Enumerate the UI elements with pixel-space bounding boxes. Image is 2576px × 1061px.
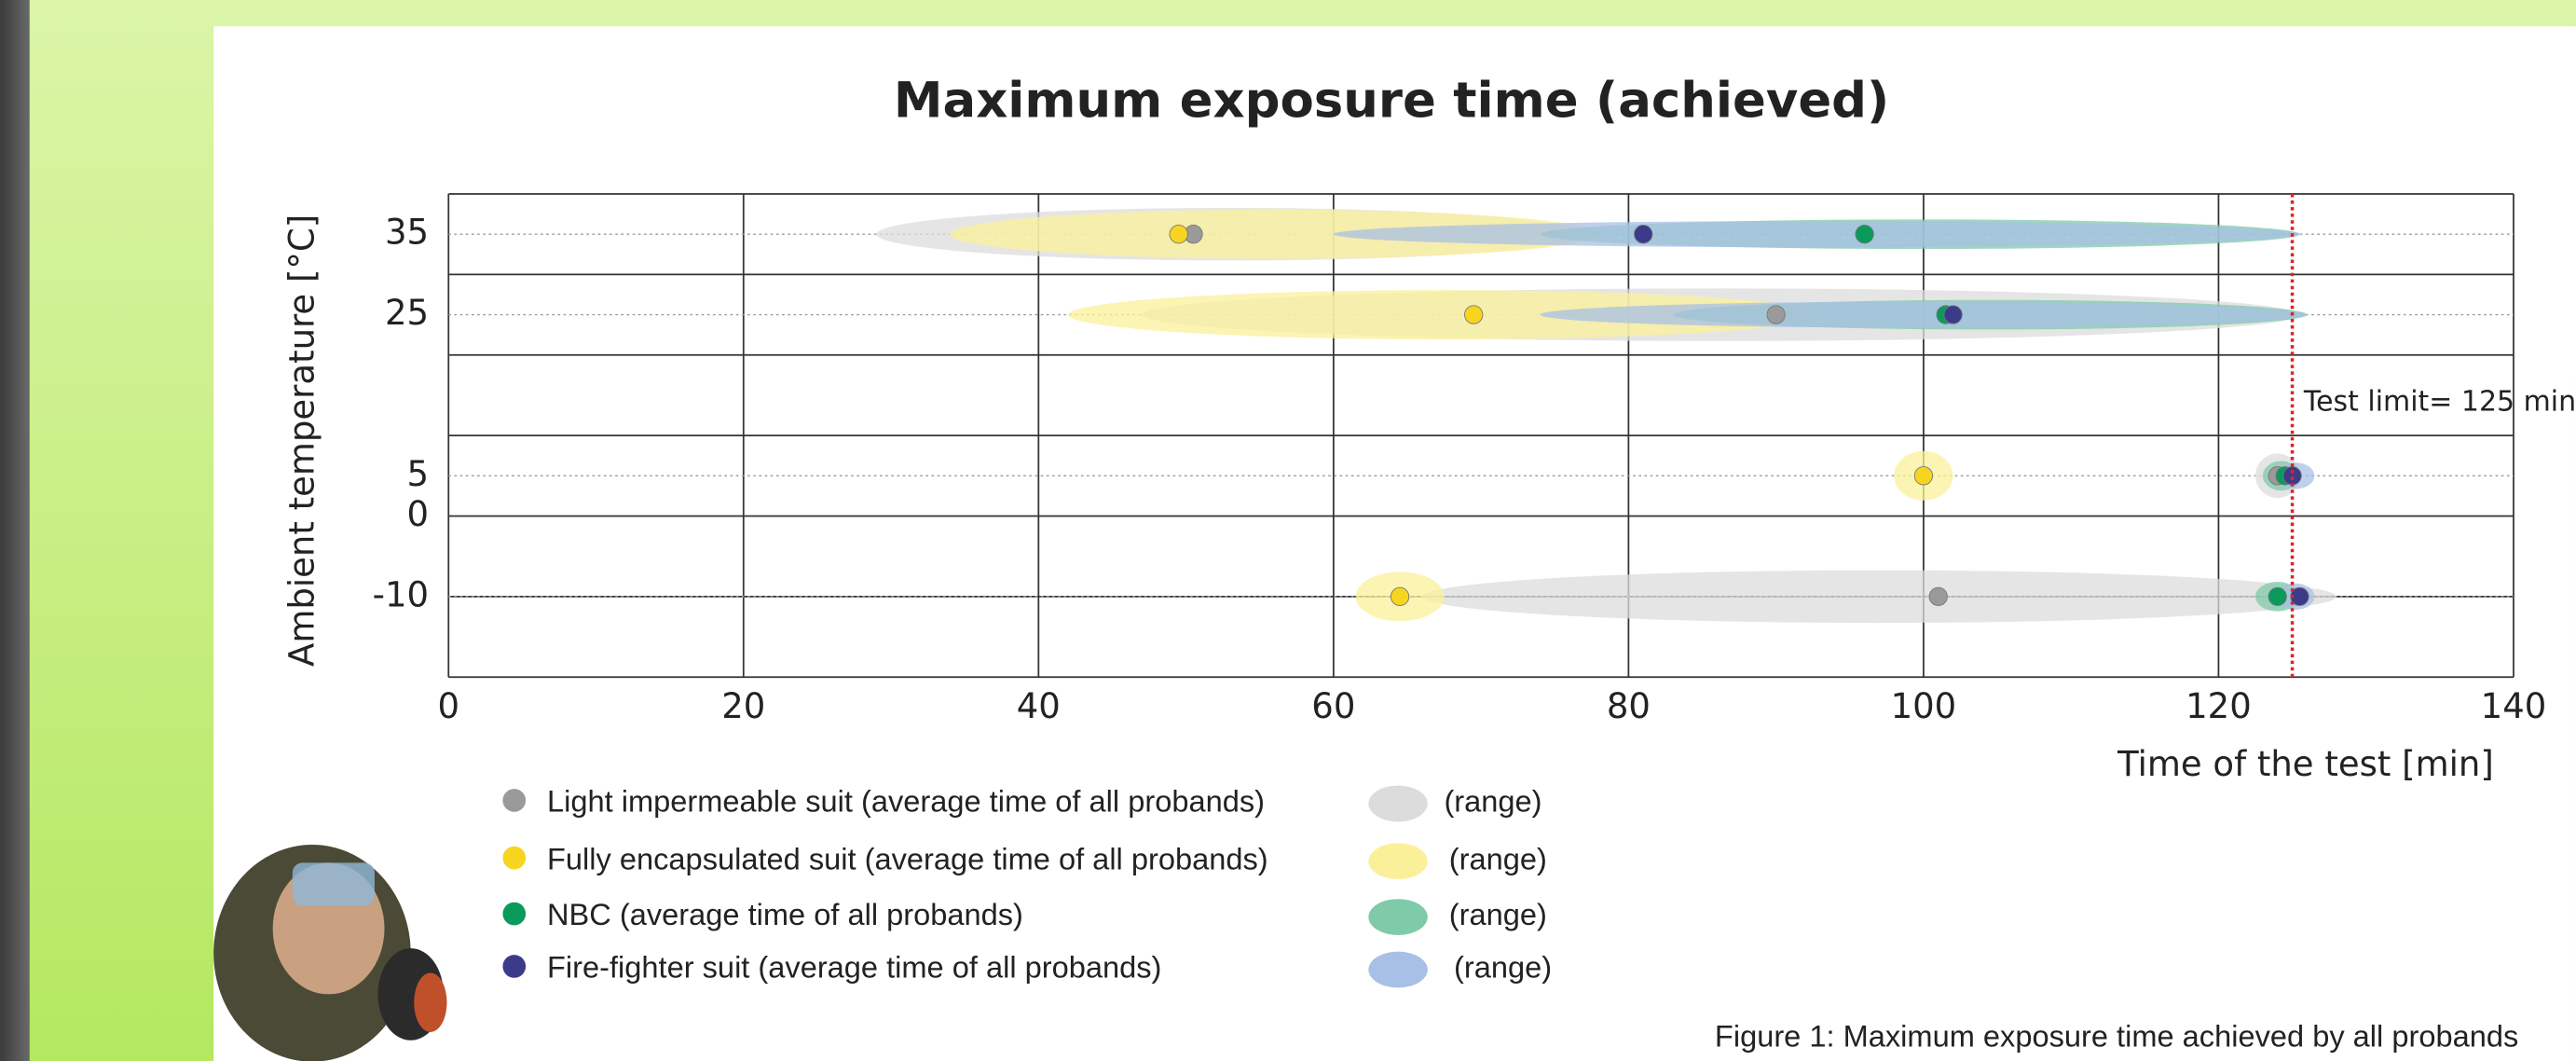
point [1944,306,1962,324]
point [1635,225,1652,242]
x-tick-label: 20 [721,686,765,726]
x-tick-label: 120 [2185,686,2252,726]
point [1767,306,1785,324]
limit-label: Test limit= 125 min [2303,385,2576,418]
range [1334,221,2300,247]
y-tick-label: -10 [373,574,429,614]
x-tick-label: 140 [2481,686,2547,726]
x-tick-label: 40 [1017,686,1061,726]
legend-range-label: (range) [1454,950,1552,985]
range [1540,301,2307,327]
point [1465,306,1483,324]
legend-label: NBC (average time of all probands) [547,897,1023,931]
point [1914,467,1932,485]
point [1391,587,1408,605]
caption: Figure 1: Maximum exposure time achieved… [1715,1019,2518,1054]
legend-range-label: (range) [1449,897,1547,931]
x-tick-label: 80 [1607,686,1651,726]
x-tick-label: 100 [1891,686,1957,726]
legend-range-label: (range) [1444,784,1541,819]
y-axis-label: Ambient temperature [°C] [282,214,322,667]
point [1170,225,1187,242]
point [1929,587,1947,605]
legend-range-marker [1368,952,1427,988]
legend-range-marker [1368,786,1427,822]
x-tick-label: 0 [437,686,459,726]
point [2268,587,2286,605]
legend-label: Fully encapsulated suit (average time of… [547,841,1268,875]
legend-marker [502,789,526,812]
chart: Maximum exposure time (achieved) Time of… [0,0,2576,1061]
point [2283,467,2301,485]
side-stripe [0,0,30,1061]
legend-label: Light impermeable suit (average time of … [547,784,1265,819]
legend-label: Fire-fighter suit (average time of all p… [547,950,1161,985]
legend-range-marker [1368,843,1427,879]
range [1422,571,2336,623]
legend-range-label: (range) [1449,841,1547,875]
point [1856,225,1873,242]
legend-marker [502,903,526,926]
y-tick-label: 5 [407,454,430,494]
legend-range-marker [1368,899,1427,935]
x-tick-label: 60 [1311,686,1355,726]
y-tick-label: 25 [385,293,429,333]
legend-marker [502,955,526,978]
x-axis-label: Time of the test [min] [2117,744,2494,784]
y-tick-label: 0 [407,494,430,534]
y-tick-label: 35 [385,213,429,253]
chart-title: Maximum exposure time (achieved) [894,73,1889,130]
legend-marker [502,847,526,870]
